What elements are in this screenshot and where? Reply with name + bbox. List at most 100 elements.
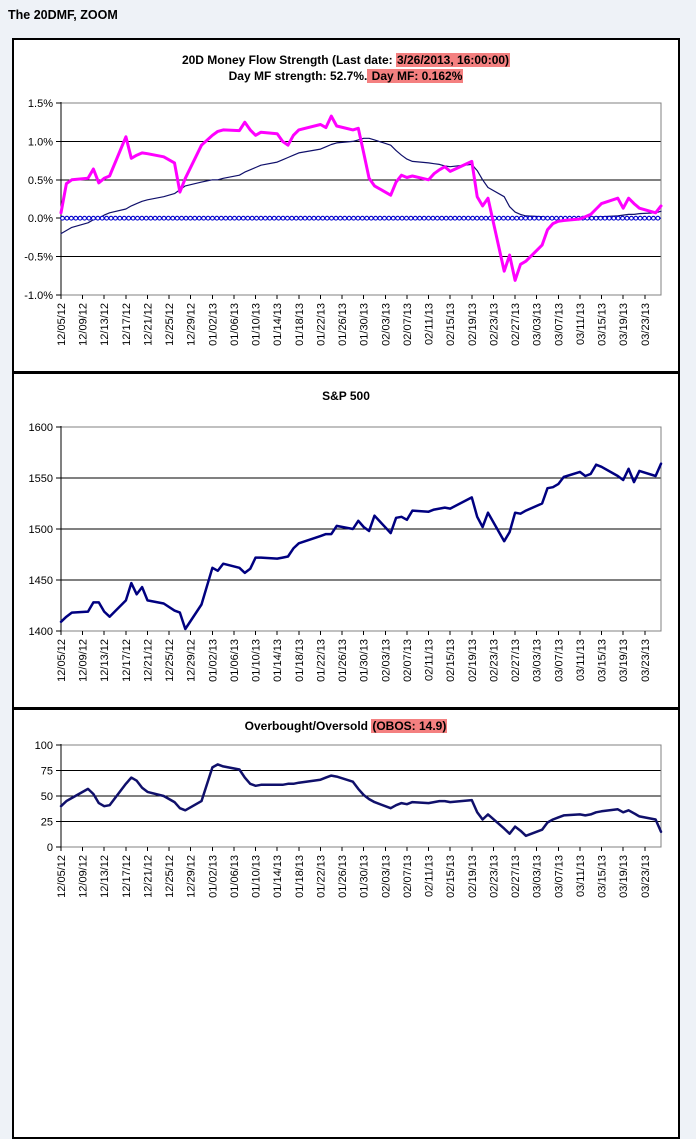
svg-text:01/02/13: 01/02/13 <box>207 303 219 346</box>
svg-text:12/09/12: 12/09/12 <box>78 855 90 898</box>
svg-text:03/23/13: 03/23/13 <box>640 855 652 898</box>
svg-text:01/14/13: 01/14/13 <box>272 639 284 682</box>
obos-chart: 100 75 50 25 012/05/12 12/09/12 12/13/12 12/17/… <box>35 740 663 898</box>
svg-text:12/25/12: 12/25/12 <box>164 303 176 346</box>
svg-text:01/22/13: 01/22/13 <box>315 855 327 898</box>
svg-text:03/19/13: 03/19/13 <box>618 639 630 682</box>
highlighted-value: Day MF: 0.162% <box>367 69 464 83</box>
svg-text:01/22/13: 01/22/13 <box>315 303 327 346</box>
svg-text:12/09/12: 12/09/12 <box>78 639 90 682</box>
title-text: S&P 500 <box>322 389 370 403</box>
svg-text:02/07/13: 02/07/13 <box>402 639 414 682</box>
svg-text:01/18/13: 01/18/13 <box>294 639 306 682</box>
svg-text:02/19/13: 02/19/13 <box>467 639 479 682</box>
svg-text:02/19/13: 02/19/13 <box>467 855 479 898</box>
svg-text:03/11/13: 03/11/13 <box>575 639 587 681</box>
svg-text:25: 25 <box>41 817 53 829</box>
svg-text:12/13/12: 12/13/12 <box>99 639 111 682</box>
svg-text:01/30/13: 01/30/13 <box>359 855 371 898</box>
svg-text:03/11/13: 03/11/13 <box>575 303 587 345</box>
svg-text:-0.5%: -0.5% <box>24 252 53 264</box>
money-flow-chart: 1.5% 1.0% 0.5% 0.0% -0.5% -1.0%12/05/12 12/09/… <box>24 98 663 346</box>
svg-text:02/19/13: 02/19/13 <box>467 303 479 346</box>
svg-text:02/07/13: 02/07/13 <box>402 855 414 898</box>
svg-text:01/22/13: 01/22/13 <box>315 639 327 682</box>
svg-text:1500: 1500 <box>29 524 53 536</box>
highlighted-value: 3/26/2013, 16:00:00) <box>395 53 511 67</box>
svg-text:12/21/12: 12/21/12 <box>142 303 154 346</box>
svg-text:03/15/13: 03/15/13 <box>597 303 609 346</box>
svg-text:02/27/13: 02/27/13 <box>510 639 522 682</box>
title-text: 20D Money Flow Strength (Last date: <box>181 53 396 67</box>
sp500-chart-title: S&P 500 <box>14 374 678 404</box>
svg-text:02/07/13: 02/07/13 <box>402 303 414 346</box>
svg-text:02/11/13: 02/11/13 <box>424 303 436 345</box>
svg-text:03/23/13: 03/23/13 <box>640 303 652 346</box>
svg-text:03/11/13: 03/11/13 <box>575 855 587 897</box>
svg-text:03/03/13: 03/03/13 <box>532 303 544 346</box>
svg-text:01/02/13: 01/02/13 <box>207 855 219 898</box>
svg-text:01/06/13: 01/06/13 <box>229 855 241 898</box>
svg-text:12/09/12: 12/09/12 <box>78 303 90 346</box>
svg-text:01/30/13: 01/30/13 <box>359 639 371 682</box>
svg-text:03/03/13: 03/03/13 <box>532 855 544 898</box>
money-flow-section: 20D Money Flow Strength (Last date: 3/26… <box>14 40 678 371</box>
svg-text:12/05/12: 12/05/12 <box>56 639 68 682</box>
svg-text:75: 75 <box>41 766 53 778</box>
svg-text:01/18/13: 01/18/13 <box>294 303 306 346</box>
svg-text:1.5%: 1.5% <box>28 98 53 110</box>
page-title: The 20DMF, ZOOM <box>8 8 118 22</box>
svg-text:01/26/13: 01/26/13 <box>337 639 349 682</box>
svg-text:12/21/12: 12/21/12 <box>142 639 154 682</box>
sp500-section: S&P 500 1600 1550 1500 1450 1400 12/05/12 12/0… <box>14 371 678 707</box>
svg-text:-1.0%: -1.0% <box>24 290 53 302</box>
svg-text:03/19/13: 03/19/13 <box>618 855 630 898</box>
svg-text:03/15/13: 03/15/13 <box>597 639 609 682</box>
svg-text:01/10/13: 01/10/13 <box>251 855 263 898</box>
svg-text:0.5%: 0.5% <box>28 175 53 187</box>
svg-text:02/23/13: 02/23/13 <box>488 855 500 898</box>
highlighted-value: (OBOS: 14.9) <box>371 719 448 733</box>
svg-text:02/11/13: 02/11/13 <box>424 855 436 897</box>
svg-text:12/17/12: 12/17/12 <box>121 639 133 682</box>
svg-text:02/15/13: 02/15/13 <box>445 303 457 346</box>
money-flow-chart-title: 20D Money Flow Strength (Last date: 3/26… <box>14 40 678 84</box>
svg-text:02/27/13: 02/27/13 <box>510 303 522 346</box>
svg-text:1.0%: 1.0% <box>28 136 53 148</box>
svg-text:03/07/13: 03/07/13 <box>553 855 565 898</box>
chart-title-line: 20D Money Flow Strength (Last date: 3/26… <box>14 52 678 68</box>
svg-text:01/26/13: 01/26/13 <box>337 855 349 898</box>
svg-text:0.0%: 0.0% <box>28 213 53 225</box>
svg-text:03/15/13: 03/15/13 <box>597 855 609 898</box>
svg-text:12/29/12: 12/29/12 <box>186 855 198 898</box>
svg-text:02/03/13: 02/03/13 <box>380 639 392 682</box>
svg-text:1600: 1600 <box>29 422 53 434</box>
chart-title-line: Overbought/Oversold (OBOS: 14.9) <box>14 718 678 734</box>
svg-text:03/23/13: 03/23/13 <box>640 639 652 682</box>
svg-text:01/30/13: 01/30/13 <box>359 303 371 346</box>
obos-section: Overbought/Oversold (OBOS: 14.9) 100 75 50… <box>14 707 678 1137</box>
chart-title-line: S&P 500 <box>14 388 678 404</box>
svg-text:12/29/12: 12/29/12 <box>186 303 198 346</box>
title-text: Overbought/Oversold <box>244 719 372 733</box>
svg-text:50: 50 <box>41 791 53 803</box>
obos-chart-title: Overbought/Oversold (OBOS: 14.9) <box>14 710 678 734</box>
svg-text:01/06/13: 01/06/13 <box>229 639 241 682</box>
svg-text:100: 100 <box>35 740 53 752</box>
svg-text:02/03/13: 02/03/13 <box>380 855 392 898</box>
svg-text:01/26/13: 01/26/13 <box>337 303 349 346</box>
svg-text:03/03/13: 03/03/13 <box>532 639 544 682</box>
svg-text:02/11/13: 02/11/13 <box>424 639 436 681</box>
svg-text:01/06/13: 01/06/13 <box>229 303 241 346</box>
svg-text:01/18/13: 01/18/13 <box>294 855 306 898</box>
svg-text:12/25/12: 12/25/12 <box>164 639 176 682</box>
title-text: Day MF strength: 52.7%. <box>228 69 368 83</box>
svg-text:03/07/13: 03/07/13 <box>553 303 565 346</box>
svg-text:02/15/13: 02/15/13 <box>445 855 457 898</box>
svg-text:12/05/12: 12/05/12 <box>56 855 68 898</box>
svg-text:01/14/13: 01/14/13 <box>272 303 284 346</box>
svg-text:1450: 1450 <box>29 575 53 587</box>
svg-text:02/23/13: 02/23/13 <box>488 303 500 346</box>
svg-text:1550: 1550 <box>29 473 53 485</box>
